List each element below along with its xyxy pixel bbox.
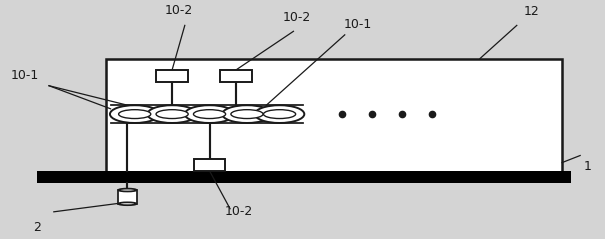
Text: 10-2: 10-2: [283, 11, 310, 24]
Bar: [119, 190, 137, 204]
Text: 10-1: 10-1: [344, 18, 372, 31]
Text: 10-2: 10-2: [225, 205, 253, 218]
Ellipse shape: [156, 110, 188, 119]
Ellipse shape: [119, 202, 137, 205]
Ellipse shape: [148, 105, 197, 123]
Text: 10-2: 10-2: [165, 4, 193, 17]
Text: 2: 2: [33, 221, 41, 234]
Bar: [37, 171, 571, 183]
Bar: [194, 159, 225, 171]
Text: 1: 1: [583, 160, 591, 173]
Ellipse shape: [185, 105, 234, 123]
Ellipse shape: [222, 105, 272, 123]
Ellipse shape: [194, 110, 226, 119]
Ellipse shape: [119, 189, 137, 191]
Bar: [220, 70, 252, 82]
Ellipse shape: [231, 110, 263, 119]
Bar: [106, 59, 562, 172]
Ellipse shape: [263, 110, 296, 119]
Text: 10-1: 10-1: [11, 69, 39, 82]
Ellipse shape: [255, 105, 304, 123]
Bar: [157, 70, 188, 82]
Ellipse shape: [110, 105, 160, 123]
Text: 12: 12: [524, 5, 540, 18]
Ellipse shape: [119, 110, 151, 119]
